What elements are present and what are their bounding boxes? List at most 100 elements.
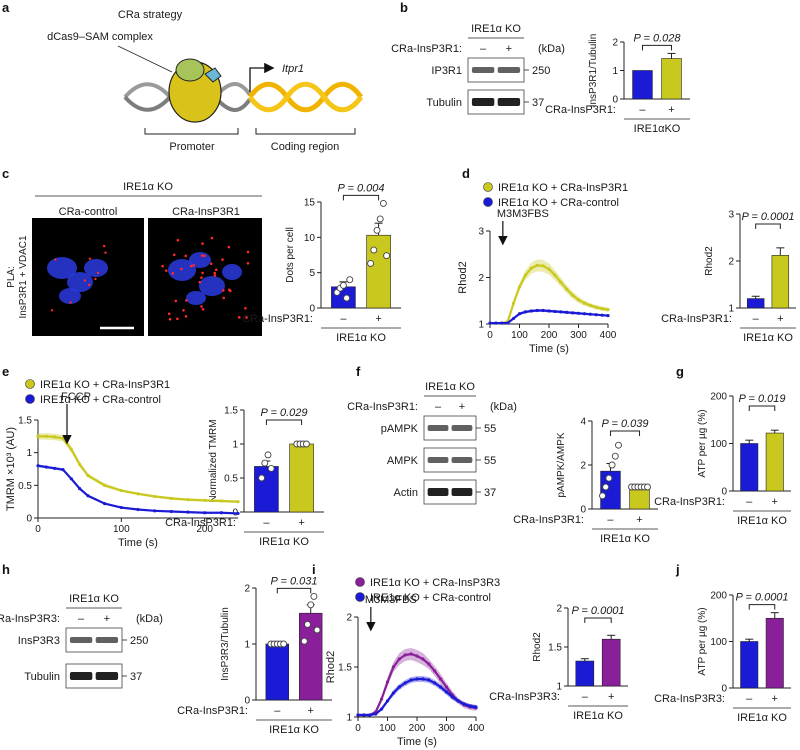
series-point bbox=[433, 669, 437, 673]
condition-label: CRa-InsP3R1: bbox=[242, 313, 313, 325]
x-tick-label: 400 bbox=[600, 330, 617, 341]
category-label: – bbox=[639, 104, 646, 116]
x-tick-label: 100 bbox=[113, 524, 130, 535]
series-point bbox=[427, 678, 431, 682]
data-point bbox=[343, 294, 351, 302]
series-error-band bbox=[38, 433, 238, 503]
data-point bbox=[383, 252, 391, 260]
p-value: P = 0.029 bbox=[261, 407, 308, 419]
series-point bbox=[153, 509, 157, 513]
series-point bbox=[44, 434, 48, 438]
legend-entry: IRE1α KO + CRa-control bbox=[498, 197, 619, 209]
series-point bbox=[488, 321, 492, 325]
coding-dna-helix bbox=[247, 81, 364, 113]
series-point bbox=[119, 488, 123, 493]
group-label: IRE1α KO bbox=[737, 712, 787, 724]
stimulus-label: FCCP bbox=[61, 391, 91, 403]
pla-dot bbox=[168, 317, 172, 321]
pla-dot bbox=[176, 317, 179, 321]
stimulus-label: M3M3FBS bbox=[497, 208, 549, 220]
panel-a-title: CRa strategy bbox=[118, 9, 183, 21]
lane-sign-plus: + bbox=[506, 43, 512, 55]
category-label: + bbox=[772, 496, 778, 508]
series-point bbox=[439, 685, 443, 689]
series-point bbox=[385, 699, 390, 703]
data-point bbox=[304, 620, 311, 628]
data-point bbox=[644, 483, 651, 491]
series-point bbox=[219, 511, 223, 515]
series-point bbox=[391, 691, 395, 695]
lane-sign-minus: – bbox=[480, 43, 487, 55]
pla-dot bbox=[227, 245, 231, 249]
series-point bbox=[571, 293, 575, 297]
pla-dot bbox=[201, 271, 204, 275]
x-tick-label: 300 bbox=[438, 723, 455, 734]
y-axis-label: TMRM ×10³ (AU) bbox=[5, 427, 17, 511]
series-point bbox=[391, 665, 395, 669]
series-point bbox=[415, 654, 419, 658]
y-tick-label: 200 bbox=[710, 591, 727, 602]
blot-condition-label: CRa-InsP3R1: bbox=[391, 43, 462, 55]
series-point bbox=[53, 435, 57, 439]
pla-dot bbox=[174, 299, 178, 303]
y-axis-label: Rhod2 bbox=[532, 632, 543, 662]
pla-dot bbox=[210, 236, 214, 240]
pla-dot bbox=[201, 307, 205, 311]
x-tick-label: 200 bbox=[196, 524, 213, 535]
coding-bracket bbox=[255, 128, 356, 135]
significance-bracket bbox=[265, 419, 303, 425]
panel-letter-b: b bbox=[400, 0, 408, 15]
bar bbox=[575, 660, 595, 687]
x-tick-label: 100 bbox=[511, 330, 528, 341]
blot-row-label: InsP3R3 bbox=[18, 635, 60, 647]
panel-f-western-blot: IRE1α KO CRa-InsP3R1: – + (kDa) pAMPK 55 AMPK 55… bbox=[347, 381, 517, 505]
p-value: P = 0.039 bbox=[602, 418, 649, 430]
legend-entry: IRE1α KO + CRa-InsP3R1 bbox=[498, 182, 628, 194]
dcas9-complex-label: dCas9–SAM complex bbox=[47, 31, 153, 43]
bar-chart-h_bar: 0 1 2 InsP3R3/Tubulin – + P = 0.031 CRa-InsP3R1… bbox=[177, 575, 332, 736]
data-point bbox=[370, 246, 378, 254]
series-point bbox=[553, 273, 557, 277]
legend-marker bbox=[483, 197, 493, 207]
y-tick-label: 1 bbox=[612, 66, 618, 77]
p-value: P = 0.019 bbox=[739, 393, 786, 405]
blot-band bbox=[451, 425, 473, 431]
series-point bbox=[535, 308, 539, 313]
series-point bbox=[517, 312, 522, 316]
series-point bbox=[119, 505, 123, 510]
y-tick-label: 3 bbox=[478, 227, 484, 238]
y-tick-label: 0 bbox=[721, 684, 727, 695]
blot-band bbox=[69, 672, 93, 680]
bar-chart-b_bar: 0 1 2 InsP3R1/Tubulin – + P = 0.028 CRa-InsP3R1… bbox=[545, 32, 690, 135]
group-label: IRE1α KO bbox=[336, 332, 386, 344]
pla-dot bbox=[161, 264, 164, 268]
series-point bbox=[403, 681, 407, 685]
series-point bbox=[368, 713, 372, 717]
series-point bbox=[397, 685, 401, 689]
itpr1-gene-label: Itpr1 bbox=[282, 63, 304, 75]
series-point bbox=[582, 312, 587, 316]
series-line bbox=[37, 464, 239, 515]
series-point bbox=[565, 310, 569, 314]
condition-label: CRa-InsP3R1: bbox=[165, 517, 236, 529]
bar bbox=[254, 466, 279, 513]
data-point bbox=[611, 452, 619, 460]
panel-letter-f: f bbox=[356, 364, 361, 379]
series-point bbox=[385, 680, 390, 684]
pla-dot bbox=[209, 262, 213, 266]
category-label: + bbox=[636, 514, 642, 526]
series-point bbox=[380, 707, 384, 711]
data-point bbox=[615, 441, 622, 449]
pla-dot bbox=[164, 269, 168, 272]
pla-dot bbox=[227, 288, 231, 292]
series-point bbox=[169, 496, 173, 500]
legend-entry: IRE1α KO + CRa-control bbox=[40, 394, 161, 406]
blot-row-label: Actin bbox=[394, 487, 418, 499]
pla-dot bbox=[222, 296, 226, 300]
data-point bbox=[300, 637, 308, 645]
blot-band bbox=[471, 98, 495, 106]
p-value: P = 0.0001 bbox=[741, 211, 794, 223]
data-point bbox=[267, 465, 275, 472]
